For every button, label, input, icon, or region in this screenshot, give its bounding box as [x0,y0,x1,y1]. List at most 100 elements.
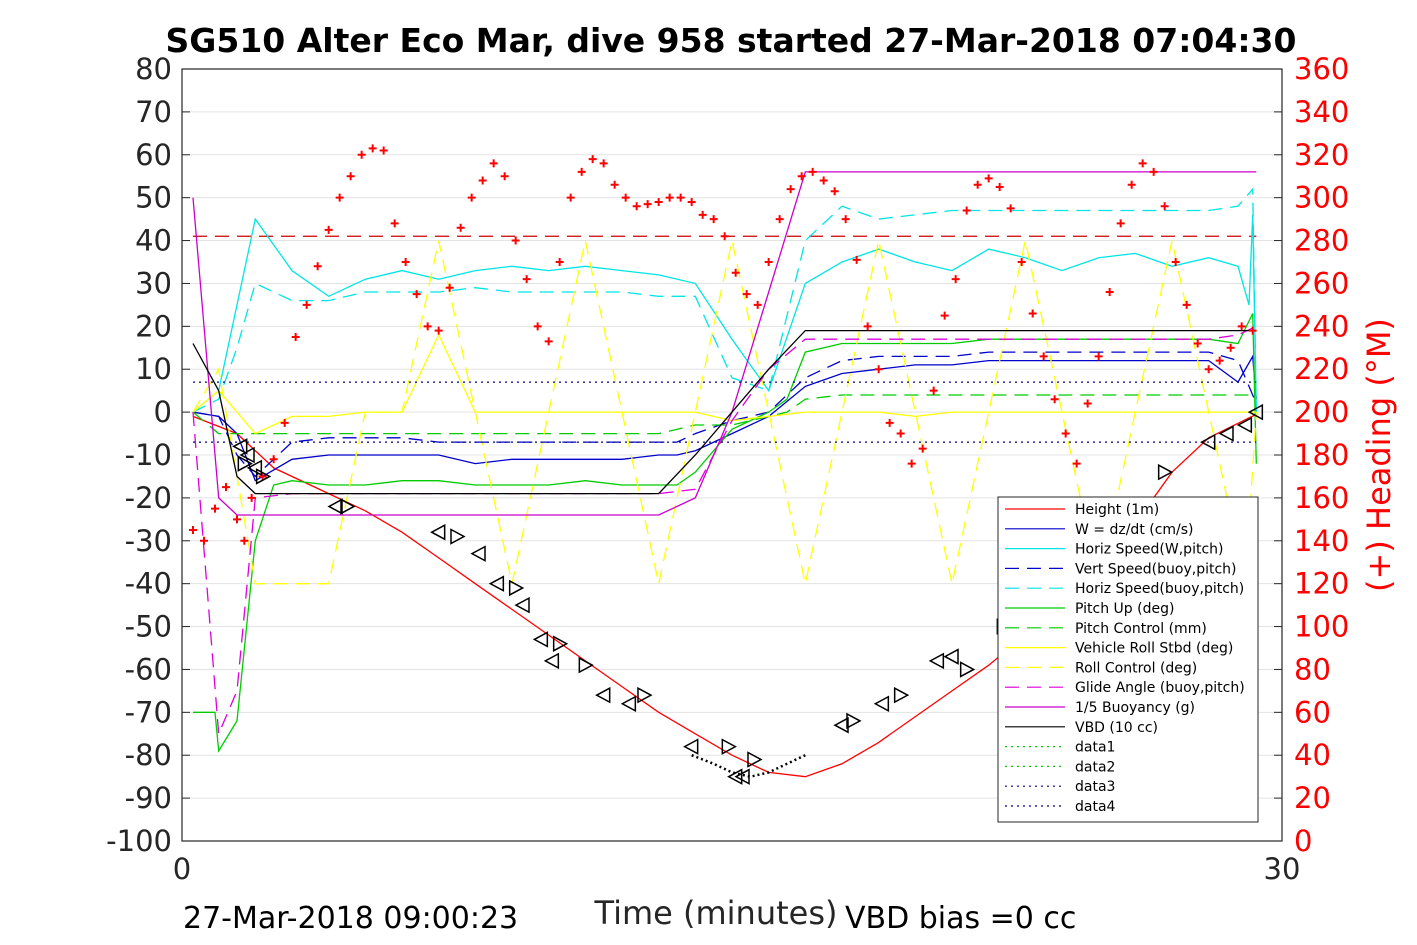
legend: Height (1m) W = dz/dt (cm/s) Horiz Speed(W… [997,496,1259,823]
left-triangle-marker [327,498,343,515]
left-triangle-marker [488,575,505,592]
heading-point [1039,352,1048,361]
heading-point [233,515,241,524]
series-line-3 [192,214,1257,413]
y-left-tick-label: -70 [125,695,172,729]
footer-timestamp: 27-Mar-2018 09:00:23 [183,901,518,936]
legend-entry: data1 [1075,740,1115,756]
left-triangle-marker [1218,425,1234,442]
heading-point [467,193,476,202]
heading-point [863,322,872,331]
series-line-9 [192,240,1257,585]
heading-point [1116,219,1125,228]
heading-point [401,258,410,266]
x-tick-label: 30 [1264,852,1301,886]
y-left-tick-label: 30 [135,266,172,300]
right-triangle-marker [637,686,653,704]
heading-point [1028,309,1037,318]
legend-entry: data4 [1075,799,1116,815]
heading-point [1171,258,1180,266]
heading-point [577,167,586,176]
heading-point [302,300,311,309]
left-triangle-marker [943,648,959,665]
legend-entry: data3 [1075,779,1115,795]
footer-vbd-bias: VBD bias =0 cc [845,901,1076,936]
x-axis-ticks: 0 30 [173,833,1301,886]
series-line-8 [192,333,1257,435]
legend-entry: Pitch Up (deg) [1075,601,1174,617]
heading-point [189,526,197,535]
heading-point [588,155,597,164]
y-right-tick-label: 80 [1294,652,1331,686]
heading-point [764,258,773,266]
legend-entry: VBD (10 cc) [1075,720,1158,736]
heading-point [1215,356,1224,365]
series-line-4 [192,351,1257,478]
left-triangle-marker [1200,433,1216,451]
heading-point [368,144,377,153]
y-right-tick-label: 320 [1294,138,1349,172]
y-right-tick-label: 100 [1294,610,1349,644]
y-right-tick-label: 40 [1294,738,1331,772]
right-triangle-marker [747,751,763,768]
heading-point [819,176,828,185]
heading-point [731,268,740,277]
heading-point [511,236,520,245]
heading-point [775,215,784,224]
right-triangle-marker [721,738,737,755]
heading-point [533,322,542,331]
left-triangle-marker [532,631,549,648]
heading-point [852,255,861,264]
heading-point [698,210,707,219]
heading-point [676,193,685,202]
y-left-tick-label: -100 [106,824,172,858]
heading-point [929,386,938,395]
y-right-tick-label: 260 [1294,266,1349,300]
heading-point [830,187,839,196]
heading-point [995,182,1004,191]
plot-frame [181,68,1283,842]
heading-point [973,180,982,189]
legend-box [997,496,1259,823]
y-right-tick-label: 60 [1294,695,1331,729]
heading-point [720,232,729,241]
legend-entry: Vert Speed(buoy,pitch) [1075,561,1237,577]
heading-point [1160,202,1169,211]
heading-point [346,172,355,181]
left-triangle-marker [620,695,637,713]
y-right-tick-label: 120 [1294,567,1349,601]
right-triangle-marker [552,635,569,652]
heading-point [258,472,267,481]
heading-point [1083,399,1092,408]
heading-point [1105,288,1114,297]
heading-point [1061,429,1070,438]
x-tick-label: 0 [173,852,191,886]
y-left-tick-label: -60 [125,652,172,686]
heading-point [984,174,993,183]
y-right-tick-label: 280 [1294,224,1349,258]
heading-point [456,223,465,232]
heading-point [1204,365,1213,374]
right-triangle-marker [450,528,466,545]
y-right-tick-label: 340 [1294,95,1349,129]
heading-point [1094,352,1103,361]
heading-point [918,444,927,453]
heading-point [445,283,454,292]
y-left-tick-label: 20 [135,309,172,343]
heading-point [247,493,256,502]
left-triangle-marker [514,596,530,614]
heading-point [962,206,971,215]
series-line-2 [192,354,1257,482]
y-right-tick-label: 160 [1294,481,1349,515]
heading-point [742,290,751,299]
heading-point [291,333,300,342]
heading-point [1050,395,1059,404]
left-triangle-marker [683,738,699,755]
series-line-11 [192,171,1257,516]
heading-point [654,197,663,206]
left-triangle-marker [1247,403,1264,421]
legend-entry: 1/5 Buoyancy (g) [1075,700,1195,716]
heading-point [841,215,850,224]
heading-point [687,197,696,206]
